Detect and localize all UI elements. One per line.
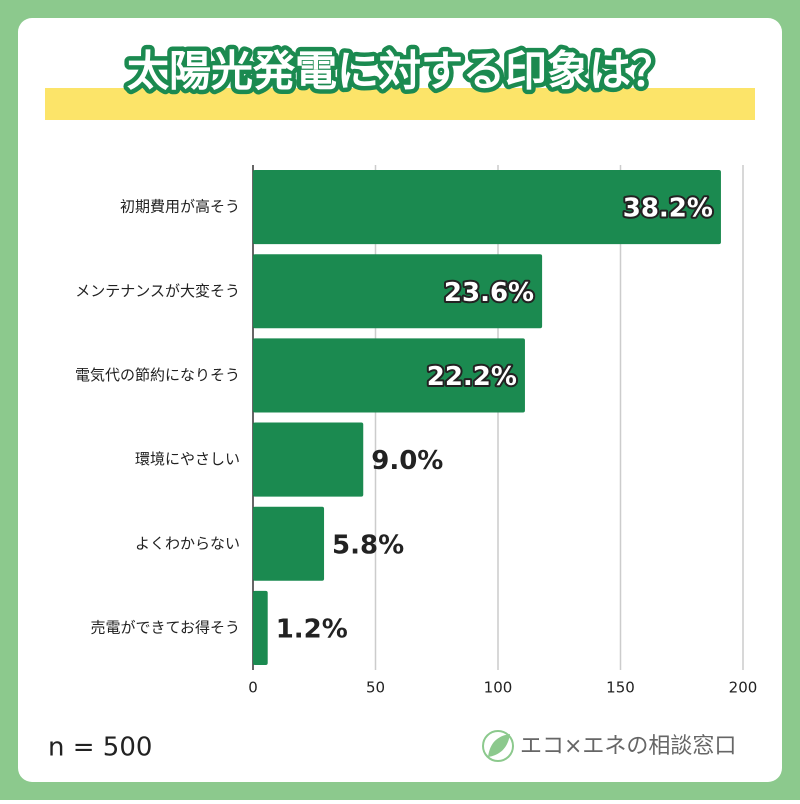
annotation: n = 500 <box>48 733 152 763</box>
bar <box>253 170 721 245</box>
bar <box>253 506 325 581</box>
x-tick-label: 0 <box>248 679 258 697</box>
value-label: 5.8% <box>332 530 404 560</box>
bar <box>253 590 268 665</box>
value-label: 1.2% <box>276 614 348 644</box>
logo-icon <box>482 730 514 762</box>
x-tick-label: 200 <box>729 679 758 697</box>
value-label: 22.2% <box>427 362 517 392</box>
value-label: 38.2% <box>623 194 713 224</box>
y-tick-label: 売電ができてお得そう <box>90 618 240 636</box>
x-tick-label: 50 <box>366 679 385 697</box>
bar <box>253 338 525 413</box>
logo-text: エコ×エネの相談窓口 <box>520 734 736 759</box>
title-highlight <box>45 88 755 120</box>
bar <box>253 254 543 329</box>
chart-title: 太陽光発電に対する印象は？ <box>127 47 673 96</box>
x-tick-label: 100 <box>484 679 513 697</box>
y-tick-label: よくわからない <box>135 534 240 552</box>
y-tick-label: 初期費用が高そう <box>120 198 240 216</box>
bar <box>253 422 364 497</box>
x-tick-label: 150 <box>606 679 635 697</box>
y-tick-label: メンテナンスが大変そう <box>75 282 240 300</box>
y-tick-label: 電気代の節約になりそう <box>75 366 240 384</box>
value-label: 9.0% <box>371 446 443 476</box>
y-tick-label: 環境にやさしい <box>135 450 240 468</box>
value-label: 23.6% <box>444 278 534 308</box>
